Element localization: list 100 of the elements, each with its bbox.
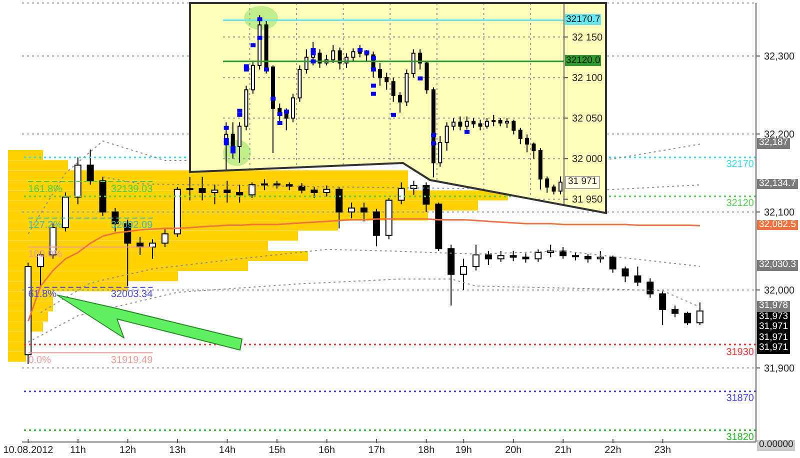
candlestick	[452, 118, 456, 131]
candlestick	[478, 119, 482, 131]
y-tick-label: 32 000	[572, 154, 604, 166]
point	[257, 36, 262, 40]
candlestick	[310, 186, 318, 198]
annotation: 0.0%	[28, 354, 52, 366]
x-tick-label: 16h	[318, 445, 336, 456]
x-tick-label: 23h	[654, 445, 672, 456]
text: 32,187	[757, 137, 790, 149]
x-tick-label: 17h	[368, 445, 385, 456]
y-tick-label: 32,000	[764, 285, 796, 296]
candlestick	[464, 116, 469, 130]
candlestick	[86, 149, 94, 186]
candlestick	[348, 202, 356, 219]
candlestick	[472, 118, 476, 128]
candlestick	[596, 250, 604, 264]
candlestick	[298, 182, 306, 194]
annotation: 31 971	[565, 176, 600, 189]
candlestick	[534, 248, 542, 262]
candlestick	[422, 182, 430, 212]
candlestick	[323, 184, 330, 197]
candlestick	[411, 48, 416, 78]
x-tick-label: 13h	[169, 445, 186, 456]
candlestick	[525, 134, 530, 153]
candlestick	[545, 176, 550, 194]
y-tick-label: 32,100	[764, 207, 796, 218]
x-tick-label: 11h	[70, 445, 86, 456]
point	[464, 130, 470, 134]
text: 31,973	[757, 310, 790, 322]
candlestick	[331, 44, 336, 64]
candlestick	[552, 184, 556, 195]
candlestick	[609, 255, 616, 274]
ref-line-label: 32120.0	[565, 55, 602, 66]
candlestick	[438, 135, 442, 168]
ref-line-label: 31870	[726, 393, 754, 404]
candlestick	[460, 258, 468, 290]
ref-line-label: 32170.7	[565, 14, 602, 26]
point	[370, 84, 376, 88]
text: 32,030.3	[757, 259, 798, 271]
candlestick	[510, 250, 517, 262]
text: 32,082.5	[757, 218, 798, 230]
point	[277, 121, 282, 125]
x-tick-label: 21h	[554, 445, 572, 456]
point	[310, 59, 316, 64]
candlestick	[634, 266, 642, 287]
candlestick	[504, 118, 509, 128]
candlestick	[211, 184, 218, 205]
candlestick	[659, 291, 666, 326]
x-tick-label: 19h	[455, 445, 472, 456]
text: 31,971	[757, 342, 790, 354]
x-tick-label: 12h	[119, 445, 136, 456]
x-tick-label: 15h	[268, 445, 286, 456]
candlestick	[161, 228, 168, 248]
candlestick	[492, 114, 496, 127]
point	[264, 67, 269, 72]
candlestick	[512, 119, 516, 135]
ref-line-label: 32170	[726, 159, 754, 170]
point	[270, 96, 276, 101]
candlestick	[372, 208, 380, 247]
candlestick	[518, 127, 522, 145]
point	[257, 17, 262, 22]
point	[391, 112, 396, 117]
candlestick	[224, 180, 231, 204]
candlestick	[558, 176, 562, 195]
candlestick	[248, 182, 256, 198]
candlestick	[238, 122, 242, 164]
candlestick	[696, 302, 704, 326]
candlestick	[398, 182, 405, 205]
candlestick	[378, 62, 382, 86]
line-series	[28, 278, 701, 343]
candlestick	[398, 92, 402, 113]
x-tick-label: 22h	[604, 445, 622, 456]
candlestick	[484, 250, 492, 266]
candlestick	[646, 278, 654, 298]
text: 31,971	[757, 332, 790, 344]
point	[370, 92, 376, 96]
point	[284, 110, 290, 114]
candlestick	[198, 176, 206, 201]
candlestick	[672, 305, 679, 318]
ref-line-label: 32120	[726, 198, 754, 210]
point	[310, 51, 316, 56]
candlestick	[522, 252, 530, 264]
point	[244, 67, 249, 72]
y-tick-label: 31,900	[764, 363, 796, 374]
point	[370, 67, 376, 72]
candlestick	[458, 116, 462, 131]
point	[364, 50, 370, 54]
text: 32,134.7	[757, 178, 798, 190]
x-tick-label: 18h	[418, 445, 435, 456]
candlestick	[149, 238, 156, 260]
annotation: 161.8%	[28, 184, 62, 195]
y-tick-label: 31 950	[572, 194, 604, 206]
point	[370, 56, 376, 60]
y-tick-label: 32 100	[572, 73, 604, 84]
candlestick	[291, 93, 296, 123]
x-tick-label: 14h	[218, 445, 236, 456]
candlestick	[391, 77, 396, 102]
x-tick-label: 20h	[505, 445, 522, 456]
point	[431, 133, 436, 138]
candlestick	[360, 202, 368, 222]
